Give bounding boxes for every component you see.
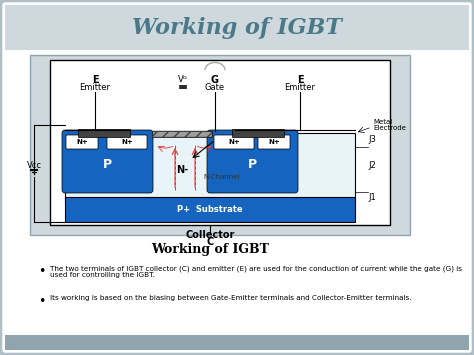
Text: N+: N+ [268,139,280,145]
Text: E: E [297,75,303,85]
Text: Working of IGBT: Working of IGBT [132,17,342,39]
Text: Working of IGBT: Working of IGBT [151,244,269,257]
Bar [65,197,355,222]
Text: J3: J3 [368,136,376,144]
Text: The two terminals of IGBT collector (C) and emitter (E) are used for the conduct: The two terminals of IGBT collector (C) … [50,265,462,279]
Text: Vᴄᴄ: Vᴄᴄ [27,160,42,169]
Text: Gate: Gate [205,82,225,92]
Text: •: • [38,295,46,308]
Bar [78,129,130,137]
Text: G: G [211,75,219,85]
Text: P+  Substrate: P+ Substrate [177,206,243,214]
FancyBboxPatch shape [62,130,153,193]
Text: •: • [38,265,46,278]
Text: P: P [247,158,256,171]
Text: Emitter: Emitter [80,82,110,92]
Text: N+: N+ [121,139,133,145]
Text: N-Channel: N-Channel [204,174,240,180]
Text: Its working is based on the biasing between Gate-Emitter terminals and Collector: Its working is based on the biasing betw… [50,295,411,301]
Text: C: C [206,237,214,247]
Bar [152,131,212,137]
FancyBboxPatch shape [3,3,471,352]
FancyBboxPatch shape [258,135,290,149]
FancyBboxPatch shape [66,135,98,149]
Bar [5,5,469,50]
Text: J2: J2 [368,160,376,169]
Text: E: E [91,75,98,85]
FancyBboxPatch shape [207,130,298,193]
FancyBboxPatch shape [107,135,147,149]
Text: J1: J1 [368,192,376,202]
Text: N+: N+ [76,139,88,145]
Text: N+: N+ [228,139,240,145]
Bar [232,129,284,137]
Text: Emitter: Emitter [284,82,316,92]
Bar [152,131,212,137]
Text: N-: N- [176,165,188,175]
Text: P: P [102,158,111,171]
Text: Vᴳ: Vᴳ [178,76,188,84]
Bar [30,55,410,235]
Text: Collector: Collector [185,230,235,240]
Bar [50,60,390,225]
FancyBboxPatch shape [214,135,254,149]
Bar [65,133,355,203]
Bar [5,335,469,350]
Text: Metal
Electrode: Metal Electrode [373,119,406,131]
